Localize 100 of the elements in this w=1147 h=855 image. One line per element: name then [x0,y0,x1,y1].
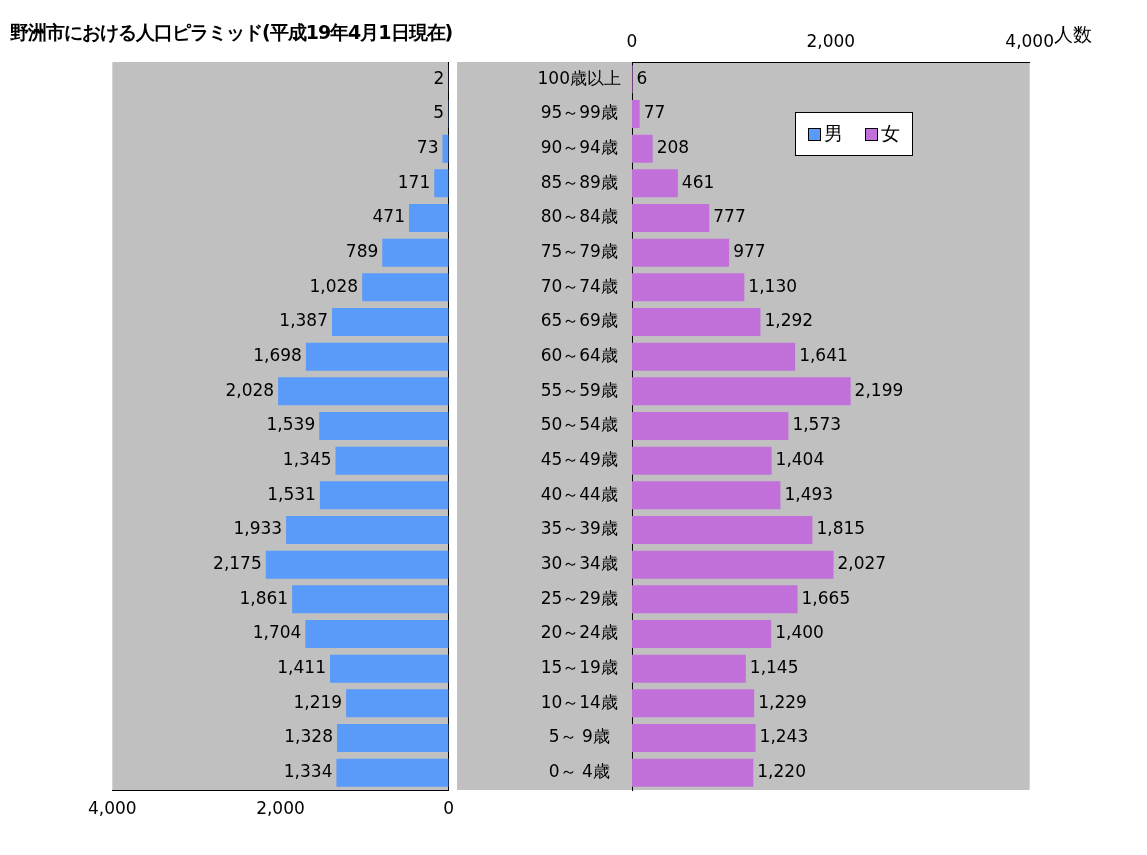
bar [336,758,449,787]
bar [632,412,789,440]
data-label: 1,531 [267,483,316,504]
y-tick-label: 75～79歳 [540,241,618,262]
y-tick-label: 60～64歳 [540,345,618,366]
data-label: 1,229 [758,691,807,712]
bar [632,758,754,787]
x2-tick-label: 0 [626,31,638,52]
bar [632,585,798,614]
y-tick-label: 45～49歳 [540,449,618,470]
data-label: 1,493 [784,483,834,504]
y-tick-label: 95～99歳 [540,102,618,123]
bar [632,689,755,718]
data-label: 1,345 [282,449,332,470]
data-label: 1,220 [757,761,806,782]
data-label: 1,400 [775,622,824,643]
data-label: 1,539 [266,414,316,435]
x-tick-label: 0 [443,797,455,818]
bar [632,273,745,302]
y-tick-label: 80～84歳 [540,206,618,227]
data-label: 1,698 [253,345,302,366]
data-label: 1,145 [749,657,799,678]
data-label: 777 [713,206,746,227]
bar [632,308,761,336]
data-label: 2,028 [225,379,275,400]
data-label: 1,404 [775,449,825,470]
chart-title: 野洲市における人口ピラミッド(平成19年4月1日現在) [10,20,453,45]
y-tick-label: 55～59歳 [540,379,618,400]
x-tick-label: 2,000 [256,797,305,818]
bar [632,481,781,510]
y-tick-label: 30～34歳 [540,553,618,574]
bar [409,204,449,232]
data-label: 2,199 [854,379,904,400]
y-tick-label: 70～74歳 [540,275,618,296]
bar [286,516,449,544]
bar [305,620,449,648]
data-label: 461 [681,171,715,192]
bar [278,377,449,406]
bar [632,377,851,406]
x2-axis-title: 人数 [1054,22,1092,45]
data-label: 1,411 [277,657,326,678]
data-label: 1,292 [764,310,814,331]
bar [632,134,653,163]
data-label: 2,027 [837,553,887,574]
legend-label: 女 [881,121,900,146]
data-label: 1,130 [748,275,798,296]
bar [319,412,449,440]
data-label: 171 [397,171,431,192]
bar [632,654,746,683]
data-label: 1,815 [816,518,866,539]
data-label: 77 [643,102,666,123]
y-tick-label: 85～89歳 [540,171,618,192]
data-label: 977 [733,241,766,262]
data-label: 6 [636,67,648,88]
bar [632,100,640,128]
data-label: 471 [372,206,405,227]
data-label: 2 [433,67,445,88]
bar [292,585,449,614]
data-label: 1,704 [252,622,302,643]
bar [331,308,449,336]
bar [632,169,678,198]
y-tick-label: 90～94歳 [540,137,618,158]
data-label: 208 [656,137,690,158]
bar [442,134,449,163]
data-label: 1,334 [283,761,333,782]
y-tick-label: 15～19歳 [540,657,618,678]
x2-tick-label: 4,000 [1005,31,1054,52]
y-tick-label: 0～ 4歳 [548,761,610,782]
x-tick-label: 4,000 [88,797,137,818]
bar [346,689,449,718]
bar [265,550,449,579]
bar [632,342,796,371]
y-tick-label: 50～54歳 [540,414,618,435]
data-label: 73 [416,137,439,158]
bar [632,620,772,648]
bar [382,238,449,267]
data-label: 1,028 [309,275,359,296]
data-label: 789 [345,241,379,262]
data-label: 1,243 [759,726,809,747]
bar [632,446,772,475]
legend-label: 男 [824,121,843,146]
data-label: 5 [433,102,445,123]
bar [305,342,449,371]
bar [632,516,813,544]
bar [335,446,449,475]
data-label: 2,175 [213,553,262,574]
data-label: 1,219 [293,691,343,712]
bar [434,169,449,198]
bar [329,654,449,683]
y-tick-label: 40～44歳 [540,483,618,504]
data-label: 1,641 [799,345,848,366]
y-tick-label: 65～69歳 [540,310,618,331]
data-label: 1,573 [792,414,842,435]
y-tick-label: 20～24歳 [540,622,618,643]
bar [319,481,449,510]
data-label: 1,387 [279,310,328,331]
data-label: 1,665 [801,587,851,608]
bar [362,273,449,302]
bar [336,724,449,752]
y-tick-label: 5～ 9歳 [548,726,610,747]
